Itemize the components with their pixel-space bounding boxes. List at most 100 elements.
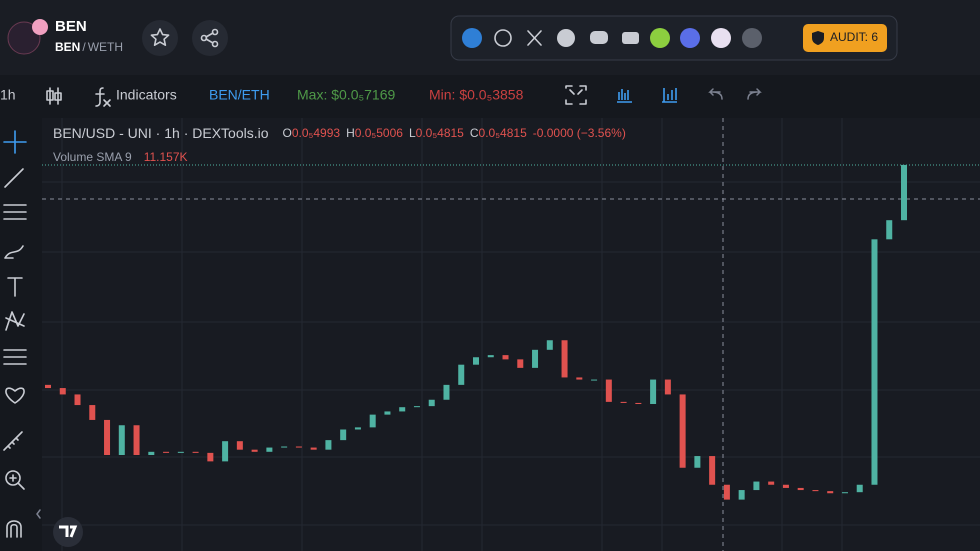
- fullscreen-icon[interactable]: [565, 85, 587, 105]
- candle-body: [694, 456, 701, 468]
- drawing-tools[interactable]: [3, 130, 27, 538]
- legend-title: BEN/USD - UNI · 1h · DEXTools.io: [53, 125, 269, 141]
- candle-body: [650, 379, 657, 404]
- candle-body: [428, 399, 435, 407]
- candle-body: [871, 239, 878, 485]
- candle-body: [118, 425, 125, 455]
- candle-body: [812, 490, 819, 492]
- candle-body: [310, 447, 317, 450]
- candle-body: [222, 441, 229, 462]
- candle-body: [458, 364, 465, 385]
- social-links: [450, 15, 898, 61]
- volume-label: Volume SMA 9: [53, 150, 132, 164]
- max-price: Max: $0.0₅7169: [297, 87, 395, 103]
- c-value: 0.0₅4815: [479, 126, 528, 140]
- candle-body: [664, 379, 671, 395]
- candle-body: [369, 414, 376, 428]
- h-value: 0.0₅5006: [355, 126, 404, 140]
- legend-line: BEN/USD - UNI · 1h · DEXTools.io O0.0₅499…: [53, 125, 626, 141]
- chart-icon-1[interactable]: [617, 89, 632, 103]
- candle-body: [59, 388, 66, 395]
- candle-body: [45, 384, 51, 389]
- indicators-button[interactable]: Indicators: [116, 87, 177, 103]
- candle-body: [236, 441, 243, 450]
- pair-base: BEN: [55, 40, 80, 54]
- indicators-icon[interactable]: [95, 87, 111, 107]
- interval[interactable]: 1h: [0, 87, 16, 103]
- candle-body: [679, 394, 686, 468]
- candle-body: [841, 492, 848, 494]
- candle-type-icon[interactable]: [46, 87, 62, 105]
- collapse-toolbar[interactable]: [36, 509, 41, 519]
- candles: [45, 164, 907, 500]
- candle-body: [886, 220, 893, 240]
- candle-body: [192, 451, 199, 453]
- social-icons[interactable]: [462, 28, 762, 48]
- candle-body: [251, 449, 258, 452]
- candle-body: [133, 425, 140, 455]
- c-label: C: [470, 126, 479, 140]
- candle-body: [635, 402, 642, 404]
- candle-body: [148, 451, 155, 455]
- candle-body: [901, 164, 907, 221]
- tv-logo[interactable]: [53, 517, 83, 547]
- redo[interactable]: [747, 88, 762, 100]
- candle-body: [532, 349, 539, 368]
- candle-body: [399, 407, 406, 412]
- l-label: L: [409, 126, 416, 140]
- undo[interactable]: [708, 88, 723, 100]
- candle-body: [487, 355, 494, 358]
- candle-body: [517, 359, 524, 368]
- audit-label: AUDIT: 6: [830, 30, 878, 44]
- candle-body: [74, 394, 81, 406]
- candle-body: [856, 484, 863, 493]
- candle-body: [797, 487, 804, 491]
- l-value: 0.0₅4815: [416, 126, 465, 140]
- pair-name: BEN / WETH: [55, 40, 123, 54]
- h-label: H: [346, 126, 355, 140]
- chart-icon-2[interactable]: [662, 88, 677, 103]
- candle-body: [177, 451, 184, 453]
- pair-toggle[interactable]: BEN/ETH: [209, 87, 270, 103]
- volume-value: 11.157K: [144, 150, 188, 164]
- candle-body: [738, 490, 745, 500]
- candle-body: [443, 384, 450, 400]
- audit-badge[interactable]: AUDIT: 6: [803, 24, 887, 52]
- candle-body: [753, 481, 760, 491]
- o-value: 0.0₅4993: [292, 126, 341, 140]
- candle-body: [620, 401, 627, 403]
- candle-body: [576, 377, 583, 380]
- candle-body: [266, 447, 273, 452]
- candle-body: [413, 406, 420, 408]
- candle-body: [591, 379, 598, 381]
- chain-badge: [32, 19, 48, 35]
- candle-body: [546, 340, 553, 350]
- candle-body: [340, 429, 347, 441]
- candle-body: [104, 419, 111, 455]
- candle-body: [709, 456, 716, 485]
- candle-body: [827, 491, 834, 494]
- pair-sep: /: [82, 40, 86, 54]
- token-name: BEN: [55, 18, 87, 35]
- candle-body: [723, 484, 730, 500]
- grid: [42, 118, 980, 551]
- candle-body: [89, 405, 96, 420]
- share-button[interactable]: [192, 20, 228, 56]
- favorite-button[interactable]: [142, 20, 178, 56]
- candle-body: [782, 484, 789, 488]
- volume-legend: Volume SMA 9 11.157K: [53, 150, 188, 164]
- candle-body: [207, 452, 214, 462]
- candle-body: [281, 446, 288, 448]
- candle-body: [605, 379, 612, 402]
- token-logo: [7, 21, 41, 55]
- pair-quote: WETH: [88, 40, 123, 54]
- change: -0.0000 (−3.56%): [533, 126, 626, 140]
- chart-area: [42, 118, 980, 551]
- candle-body: [295, 446, 302, 448]
- candle-body: [561, 340, 568, 378]
- candle-body: [502, 355, 509, 360]
- candle-body: [163, 451, 170, 453]
- min-price: Min: $0.0₅3858: [429, 87, 524, 103]
